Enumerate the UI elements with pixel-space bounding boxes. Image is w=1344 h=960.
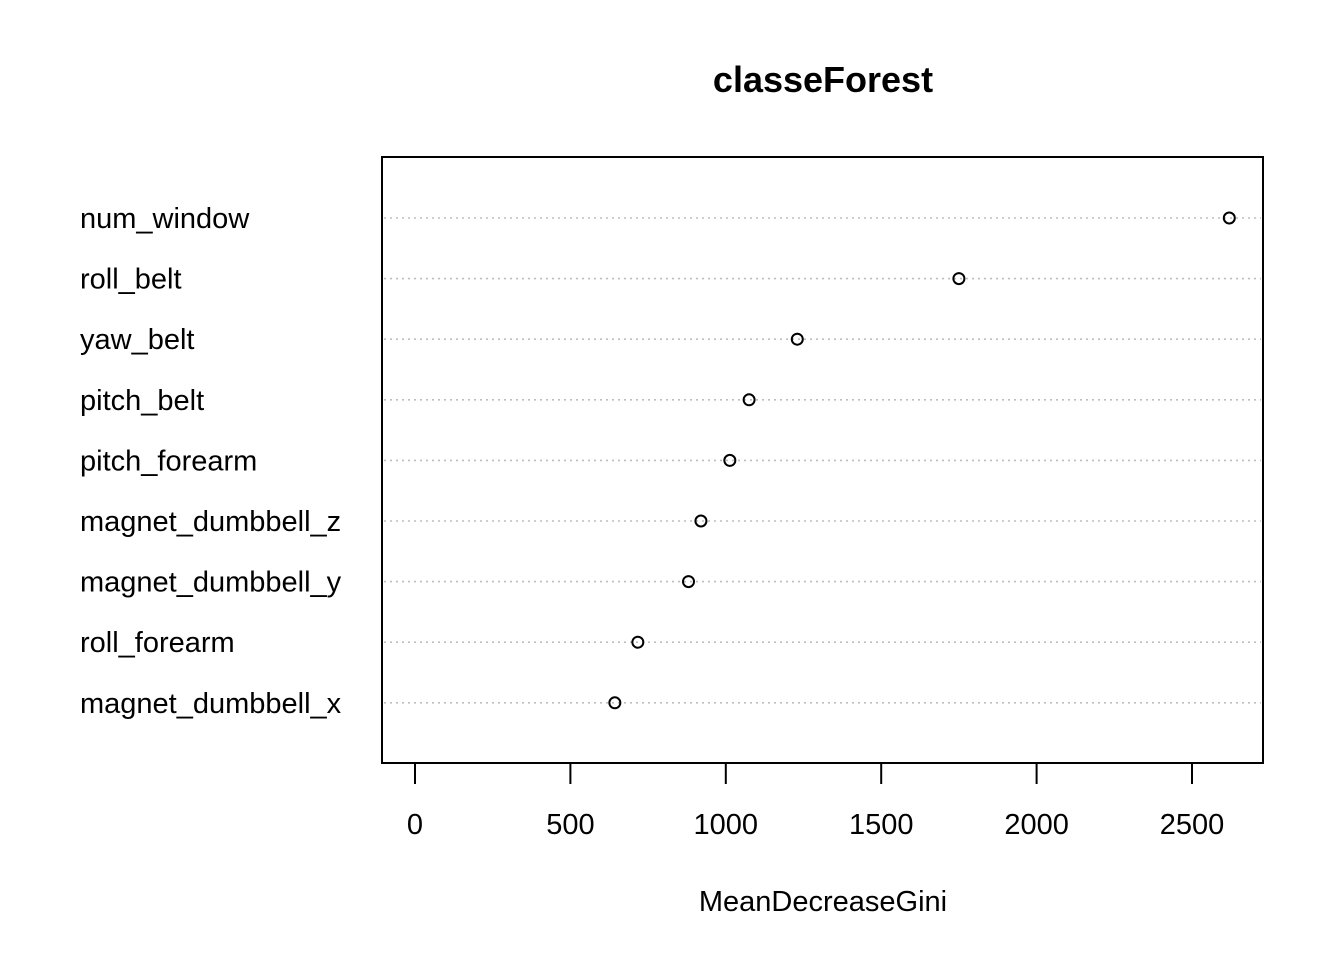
point-yaw-belt <box>790 332 804 346</box>
category-label-magnet-dumbbell-z: magnet_dumbbell_z <box>80 506 341 538</box>
x-tick-label-2500: 2500 <box>1160 809 1225 841</box>
x-tick-label-1500: 1500 <box>849 809 914 841</box>
category-label-pitch-belt: pitch_belt <box>80 385 204 417</box>
point-pitch-forearm <box>723 453 737 467</box>
category-labels: num_window roll_belt yaw_belt pitch_beltpit… <box>80 203 342 720</box>
category-label-num-window: num_window <box>80 203 250 235</box>
category-label-pitch-forearm: pitch_forearm <box>80 445 257 477</box>
x-tick-label-500: 500 <box>546 809 594 841</box>
point-magnet-dumbbell-x <box>608 696 622 710</box>
category-label-roll-belt: roll_belt <box>80 264 182 296</box>
category-label-magnet-dumbbell-x: magnet_dumbbell_x <box>80 688 342 720</box>
point-num-window <box>1222 211 1236 225</box>
x-tick-label-2000: 2000 <box>1004 809 1069 841</box>
point-magnet-dumbbell-y <box>682 575 696 589</box>
point-magnet-dumbbell-z <box>694 514 708 528</box>
x-tick-label-0: 0 <box>407 809 423 841</box>
x-axis-title: MeanDecreaseGini <box>699 886 947 918</box>
point-roll-forearm <box>631 635 645 649</box>
x-axis-ticks: 0 500 1000 1500 2000 2500 <box>407 763 1224 841</box>
point-roll-belt <box>952 272 966 286</box>
category-label-roll-forearm: roll_forearm <box>80 627 235 659</box>
data-points <box>608 211 1236 710</box>
point-pitch-belt <box>742 393 756 407</box>
chart-title: classeForest <box>713 59 933 100</box>
category-label-magnet-dumbbell-y: magnet_dumbbell_y <box>80 567 342 599</box>
guide-lines <box>384 217 1261 704</box>
x-tick-label-1000: 1000 <box>694 809 759 841</box>
category-label-yaw-belt: yaw_belt <box>80 324 194 356</box>
